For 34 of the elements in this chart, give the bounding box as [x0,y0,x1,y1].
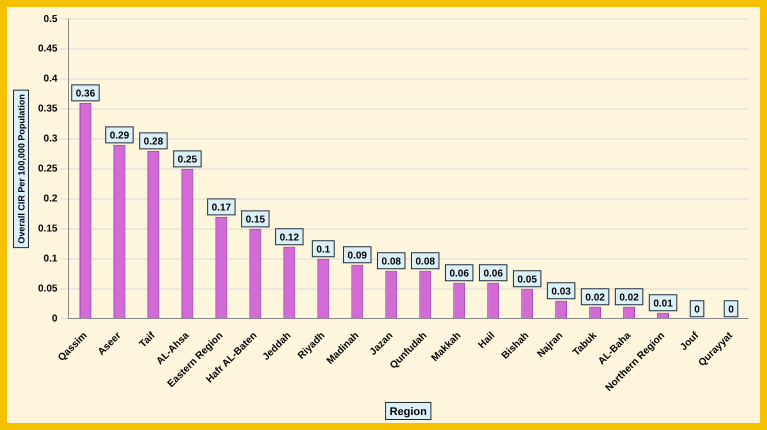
y-tick-label: 0.05 [38,284,58,295]
y-tick-label: 0.4 [44,74,58,85]
data-label: 0.02 [619,292,640,304]
y-tick-label: 0.35 [38,104,58,115]
data-label: 0.25 [178,154,198,166]
data-label: 0.28 [144,136,164,148]
data-label: 0.1 [316,244,331,256]
x-axis-title: Region [390,406,428,418]
data-label: 0.15 [246,214,266,226]
data-label: 0.08 [382,256,402,268]
data-label: 0.02 [585,292,606,304]
y-axis-title: Overall CIR Per 100,000 Population [16,94,26,244]
data-label: 0.01 [653,298,674,310]
data-label: 0.05 [517,274,538,286]
data-label: 0 [694,304,700,316]
y-tick-label: 0.15 [38,224,58,235]
data-label: 0.12 [280,232,300,244]
y-tick-label: 0.45 [38,44,58,55]
y-tick-label: 0 [52,313,58,324]
data-label: 0.03 [551,286,572,298]
data-label: 0.29 [110,130,130,142]
data-label: 0.08 [415,256,436,268]
y-tick-label: 0.2 [44,194,58,205]
data-label: 0 [728,304,734,316]
data-label: 0.06 [483,268,504,280]
data-label: 0.06 [449,268,470,280]
y-tick-label: 0.3 [44,134,58,145]
y-tick-label: 0.5 [44,14,58,25]
data-label: 0.17 [212,202,232,214]
y-tick-label: 0.1 [44,254,58,265]
data-label: 0.09 [348,250,368,262]
data-label: 0.36 [76,88,96,100]
x-tick-label: Taif [138,330,158,350]
y-tick-label: 0.25 [38,164,58,175]
